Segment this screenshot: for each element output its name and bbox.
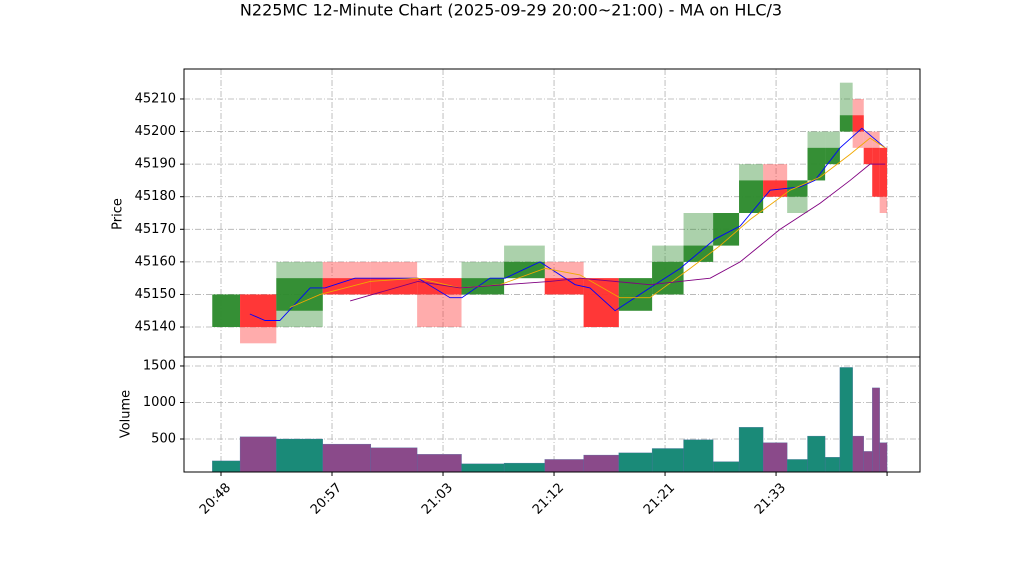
plot-frame — [183, 356, 921, 473]
volume-bar — [713, 461, 740, 473]
candle-body — [583, 278, 619, 328]
volume-bar — [370, 447, 418, 473]
candle-body — [417, 278, 462, 295]
volume-bar — [583, 454, 619, 473]
candle-body — [825, 147, 840, 165]
volume-bar — [852, 435, 864, 473]
volume-bar — [839, 367, 853, 473]
volume-bar — [824, 457, 841, 473]
candle-body — [763, 180, 788, 197]
volume-bar — [872, 387, 880, 473]
y-tick-label: 45170 — [135, 222, 176, 237]
volume-bar — [544, 459, 584, 473]
chart-title: N225MC 12-Minute Chart (2025-09-29 20:00… — [240, 1, 782, 20]
volume-bar — [322, 443, 372, 473]
y-tick-label: 45210 — [135, 91, 176, 106]
y-axis-label: Price — [111, 198, 126, 230]
candle-body — [683, 245, 714, 262]
candle-body — [544, 278, 584, 295]
y-tick-label: 1000 — [143, 395, 176, 410]
y-tick-label: 45180 — [135, 189, 176, 204]
candle-body — [276, 278, 323, 311]
candle-body — [212, 294, 241, 328]
y-tick-label: 1500 — [143, 358, 176, 373]
y-tick-label: 45160 — [135, 254, 176, 269]
volume-bar — [863, 451, 873, 473]
ma-line — [249, 127, 886, 321]
y-tick-label: 45190 — [135, 157, 176, 172]
candle-body — [739, 180, 764, 213]
candle-body — [370, 278, 418, 295]
candle-body — [240, 294, 277, 328]
volume-bar — [879, 442, 888, 473]
candle-body — [839, 115, 853, 132]
candle-body — [879, 147, 888, 197]
ma-line — [350, 163, 886, 302]
candle-body — [852, 115, 864, 132]
volume-bar — [276, 438, 323, 473]
y-axis-label: Volume — [119, 390, 134, 438]
volume-bar — [618, 452, 653, 473]
ma-line — [289, 137, 886, 308]
volume-bar — [651, 448, 684, 473]
y-tick-label: 500 — [151, 431, 176, 446]
candle-body — [863, 147, 873, 165]
volume-bar — [787, 459, 808, 473]
volume-bar — [738, 427, 764, 473]
volume-bar — [503, 462, 545, 473]
y-tick-label: 45140 — [135, 320, 176, 335]
volume-bar — [416, 454, 462, 473]
volume-bar — [683, 439, 714, 473]
candle-body — [872, 147, 880, 197]
y-tick-label: 45150 — [135, 287, 176, 302]
candle-body — [652, 261, 684, 295]
volume-bar — [807, 435, 826, 473]
volume-bar — [461, 463, 505, 473]
volume-bar — [239, 436, 277, 473]
volume-bar — [212, 460, 241, 473]
y-tick-label: 45200 — [135, 124, 176, 139]
candle-body — [787, 180, 808, 197]
volume-bar — [762, 442, 788, 473]
